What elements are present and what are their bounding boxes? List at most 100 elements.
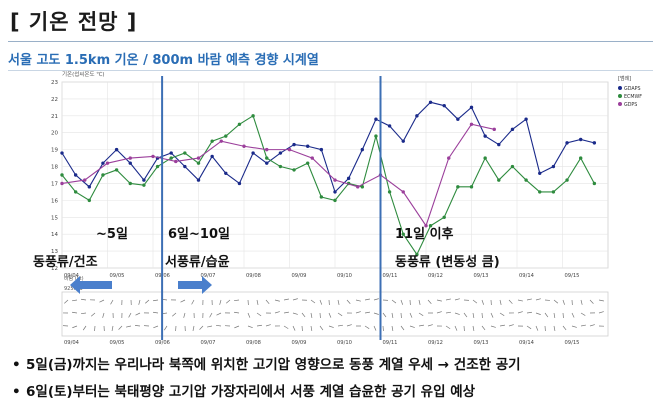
series-point bbox=[469, 105, 474, 110]
series-point bbox=[428, 100, 433, 104]
y-tick-label: 17 bbox=[51, 181, 58, 187]
wind-barb bbox=[247, 325, 253, 329]
x-tick-label: 09/08 bbox=[246, 273, 261, 279]
y-tick-label: 19 bbox=[51, 148, 58, 154]
wind-barb bbox=[562, 325, 567, 331]
wind-barb bbox=[355, 311, 361, 314]
y-tick-label: 23 bbox=[51, 80, 58, 86]
series-point bbox=[346, 176, 351, 181]
wind-barb bbox=[418, 312, 424, 317]
series-line bbox=[61, 114, 595, 256]
series-point bbox=[538, 171, 542, 176]
x-tick-label: 09/12 bbox=[428, 340, 443, 346]
series-point bbox=[579, 137, 583, 142]
y-tick-label: 20 bbox=[51, 131, 58, 137]
series-point bbox=[210, 154, 214, 159]
wind-barb bbox=[102, 312, 105, 318]
series-point bbox=[310, 156, 314, 160]
wind-barb bbox=[373, 298, 379, 301]
series-point bbox=[492, 127, 496, 132]
series-point bbox=[169, 156, 173, 160]
wind-barb bbox=[535, 312, 541, 315]
wind-barb bbox=[481, 299, 484, 305]
wind-barb bbox=[225, 299, 231, 304]
wind-barb bbox=[535, 325, 539, 331]
summary-bullets: • 5일(금)까지는 우리나라 북쪽에 위치한 고기압 영향으로 동풍 계열 우세… bbox=[12, 352, 521, 406]
wind-barb bbox=[580, 324, 586, 327]
title-rule bbox=[8, 41, 653, 42]
wind-barb bbox=[172, 312, 177, 317]
wind-barb bbox=[580, 312, 586, 316]
legend-entry: ECMWF bbox=[624, 94, 642, 100]
series-point bbox=[210, 139, 214, 143]
wind-barb bbox=[472, 312, 475, 318]
series-point bbox=[592, 141, 597, 145]
series-line bbox=[61, 123, 495, 227]
series-point bbox=[551, 190, 556, 194]
wind-barb bbox=[310, 312, 313, 318]
wind-barb bbox=[571, 325, 577, 328]
series-point bbox=[456, 185, 460, 189]
series-point bbox=[142, 183, 146, 187]
wind-panel-label: 925hPa bbox=[64, 286, 83, 292]
series-point bbox=[128, 156, 132, 160]
x-tick-label: 09/09 bbox=[292, 273, 307, 279]
x-tick-label: 09/05 bbox=[110, 340, 125, 346]
wind-barb bbox=[490, 312, 494, 318]
series-point bbox=[169, 151, 173, 155]
wind-barb bbox=[517, 311, 523, 314]
west-arrow bbox=[70, 276, 112, 294]
wind-barb bbox=[216, 312, 222, 316]
wind-barb bbox=[292, 312, 298, 315]
wind-barb bbox=[319, 299, 323, 305]
wind-barb bbox=[192, 325, 195, 331]
series-point bbox=[401, 232, 405, 236]
wind-barb bbox=[72, 311, 78, 314]
wind-barb bbox=[328, 312, 332, 318]
wind-barb bbox=[355, 299, 361, 302]
series-point bbox=[101, 173, 105, 177]
wind-barb bbox=[400, 299, 404, 305]
x-tick-label: 09/12 bbox=[428, 273, 443, 279]
period2-label: 6일~10일 bbox=[168, 227, 230, 242]
series-point bbox=[497, 178, 501, 182]
x-tick-label: 09/14 bbox=[519, 273, 535, 279]
wind-barb bbox=[138, 299, 141, 305]
series-point bbox=[237, 122, 242, 126]
wind-barb bbox=[207, 325, 213, 328]
wind-panel-ylabel: 바람 (kt) bbox=[64, 275, 84, 282]
wind-barb bbox=[346, 299, 351, 305]
wind-barb bbox=[409, 312, 413, 318]
legend-entry: GDPS bbox=[624, 102, 637, 108]
wind-barb bbox=[265, 324, 271, 327]
x-tick-label: 09/06 bbox=[155, 340, 170, 346]
wind-barb bbox=[454, 312, 460, 315]
wind-barb bbox=[391, 325, 394, 331]
y-tick-label: 21 bbox=[51, 114, 58, 120]
series-point bbox=[73, 173, 78, 177]
series-point bbox=[510, 164, 515, 169]
series-point bbox=[278, 164, 283, 169]
series-point bbox=[319, 147, 324, 152]
wind-barb bbox=[153, 311, 159, 314]
series-point bbox=[565, 178, 569, 182]
wind-barb bbox=[526, 325, 532, 330]
wind-barb bbox=[436, 299, 442, 302]
series-point bbox=[287, 147, 292, 152]
series-line bbox=[61, 101, 595, 193]
wind-barb bbox=[499, 324, 505, 327]
wind-barb bbox=[163, 325, 168, 331]
wind-barb bbox=[283, 311, 289, 314]
wind-barb bbox=[454, 298, 460, 301]
wind-barb bbox=[391, 299, 397, 304]
y-tick-label: 16 bbox=[51, 198, 58, 204]
series-point bbox=[142, 178, 146, 182]
series-point bbox=[319, 195, 324, 199]
wind-barb bbox=[72, 299, 78, 302]
wind-barb bbox=[337, 312, 343, 317]
legend-entry: GDAPS bbox=[624, 86, 641, 92]
series-point bbox=[60, 151, 64, 155]
series-point bbox=[497, 142, 501, 147]
wind-barb bbox=[472, 299, 478, 304]
bullet-text: 5일(금)까지는 우리나라 북쪽에 위치한 고기압 영향으로 동풍 계열 우세 … bbox=[26, 357, 521, 373]
